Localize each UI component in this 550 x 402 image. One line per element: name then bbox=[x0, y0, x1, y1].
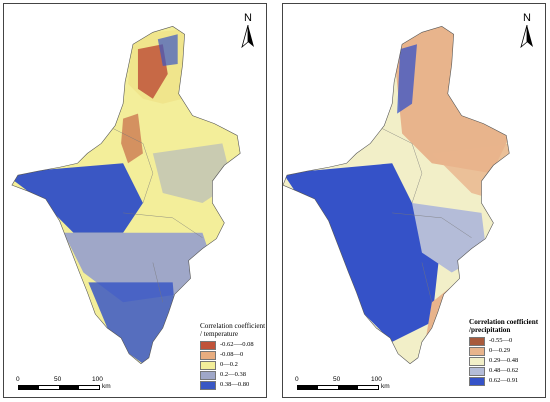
legend-item: 0.48—0.62 bbox=[469, 366, 545, 376]
legend-swatch bbox=[469, 376, 485, 386]
north-label: N bbox=[523, 12, 531, 24]
legend-swatch bbox=[469, 336, 485, 346]
north-arrow: N bbox=[238, 12, 258, 50]
legend-swatch bbox=[200, 380, 216, 390]
legend-item: 0.38—0.80 bbox=[200, 380, 266, 390]
legend-title: Correlation coefficient / temperature bbox=[200, 322, 266, 338]
legend-swatch bbox=[200, 360, 216, 370]
scale-tick-label: 50 bbox=[54, 376, 62, 383]
legend: Correlation coefficient /precipitation -… bbox=[469, 318, 545, 386]
legend-swatch bbox=[200, 370, 216, 380]
legend-item: -0.08—0 bbox=[200, 350, 266, 360]
scale-bar: 0 50 100 km bbox=[16, 376, 138, 396]
north-arrow-icon bbox=[520, 25, 533, 49]
scale-tick-label: 100 bbox=[371, 376, 382, 383]
scale-tick-label: 0 bbox=[16, 376, 20, 383]
legend-swatch bbox=[469, 366, 485, 376]
scale-tick-label: 0 bbox=[295, 376, 299, 383]
legend-swatch bbox=[200, 350, 216, 360]
scale-bar-graphic bbox=[18, 385, 100, 390]
scale-unit: km bbox=[102, 383, 111, 390]
legend-item: 0.62—0.91 bbox=[469, 376, 545, 386]
legend: Correlation coefficient / temperature -0… bbox=[200, 322, 266, 390]
legend-item: 0—0.29 bbox=[469, 346, 545, 356]
north-label: N bbox=[244, 12, 252, 24]
scale-tick-label: 100 bbox=[92, 376, 103, 383]
temperature-correlation-map bbox=[11, 26, 241, 365]
legend-item: -0.62—-0.08 bbox=[200, 340, 266, 350]
temperature-map-panel: N Correlation coefficient / temperature … bbox=[3, 3, 267, 398]
precipitation-map-panel: N Correlation coefficient /precipitation… bbox=[282, 3, 546, 398]
legend-item: 0.2—0.38 bbox=[200, 370, 266, 380]
legend-swatch bbox=[469, 346, 485, 356]
scale-bar-graphic bbox=[297, 385, 379, 390]
legend-item: 0—0.2 bbox=[200, 360, 266, 370]
legend-item: 0.29—0.48 bbox=[469, 356, 545, 366]
scale-unit: km bbox=[381, 383, 390, 390]
scale-tick-label: 50 bbox=[333, 376, 341, 383]
north-arrow-icon bbox=[241, 25, 254, 49]
legend-swatch bbox=[469, 356, 485, 366]
legend-swatch bbox=[200, 340, 216, 350]
legend-item: -0.55—0 bbox=[469, 336, 545, 346]
precipitation-correlation-map bbox=[283, 26, 510, 365]
north-arrow: N bbox=[517, 12, 537, 50]
legend-title: Correlation coefficient /precipitation bbox=[469, 318, 539, 334]
scale-bar: 0 50 100 km bbox=[295, 376, 417, 396]
